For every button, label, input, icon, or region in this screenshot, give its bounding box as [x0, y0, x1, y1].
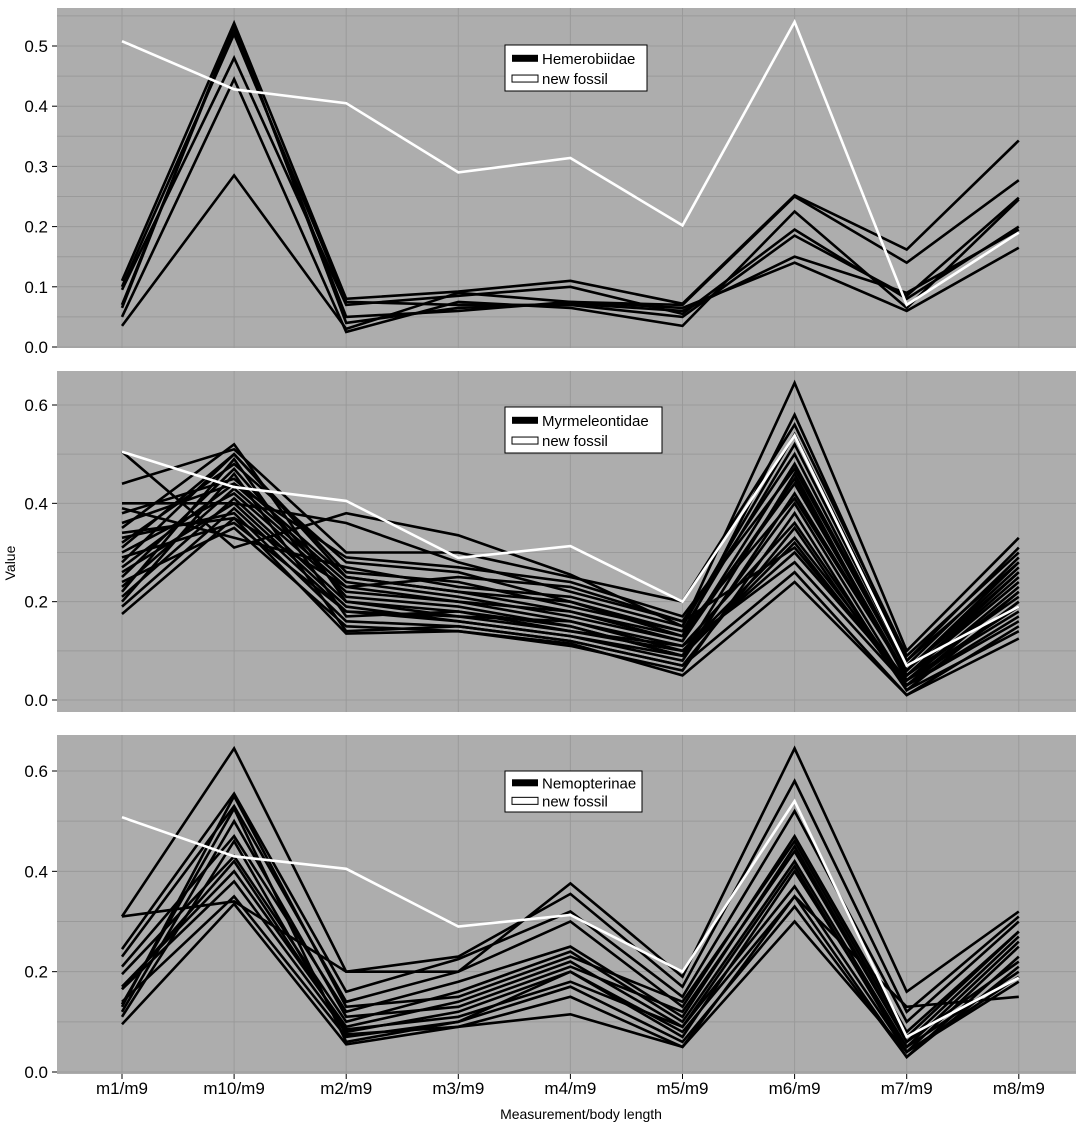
y-tick-label: 0.0	[24, 1063, 48, 1082]
series-line	[121, 452, 1020, 678]
panel-2: 0.0 0.2 0.4 0.6 Myrmeleontidae new fossil	[24, 371, 1076, 712]
series-line	[120, 19, 1020, 306]
panel-1: 0.0 0.1 0.2 0.3 0.4 0.5 Hemerobiidae new fossil	[24, 8, 1076, 357]
series-line	[121, 516, 1020, 697]
series-line	[121, 854, 1020, 1049]
y-tick-label: 0.2	[24, 218, 48, 237]
y-tick-label: 0.0	[24, 338, 48, 357]
y-axis-title: Value	[2, 545, 18, 580]
series-line	[121, 516, 1020, 683]
x-axis-title: Measurement/body length	[500, 1106, 662, 1122]
legend-swatch-fossil	[511, 796, 539, 805]
series-line	[121, 859, 1020, 1054]
legend-swatch-group	[512, 54, 538, 62]
series-line	[120, 803, 1020, 1034]
legend-label-fossil: new fossil	[542, 71, 608, 88]
legend-box	[504, 44, 648, 92]
x-tick-label: m7/m9	[881, 1079, 933, 1098]
series-line	[121, 466, 1020, 673]
legend-label-fossil: new fossil	[542, 433, 608, 450]
legend-label-group: Myrmeleontidae	[542, 413, 649, 430]
series-line	[120, 745, 1020, 994]
y-tick-label: 0.4	[24, 494, 48, 513]
legend-box	[504, 770, 643, 813]
series-line	[121, 481, 1020, 678]
series-line	[120, 805, 1020, 1049]
y-tick-label: 0.2	[24, 593, 48, 612]
x-tick-label: m1/m9	[96, 1079, 148, 1098]
legend-label-fossil: new fossil	[542, 793, 608, 810]
y-tick-label: 0.4	[24, 97, 48, 116]
legend-swatch-group	[512, 779, 538, 787]
x-tick-label: m10/m9	[203, 1079, 264, 1098]
series-line	[121, 496, 1020, 688]
y-tick-label: 0.3	[24, 157, 48, 176]
legend: Hemerobiidae new fossil	[504, 44, 648, 92]
y-tick-label: 0.1	[24, 278, 48, 297]
legend-swatch-fossil	[511, 74, 539, 83]
fossil-line	[121, 798, 1020, 1039]
series-line	[120, 30, 1020, 319]
x-tick-label: m5/m9	[657, 1079, 709, 1098]
x-tick-label: m8/m9	[993, 1079, 1045, 1098]
legend-swatch-group	[512, 416, 538, 424]
x-tick-label: m6/m9	[769, 1079, 821, 1098]
series-line	[121, 431, 1020, 663]
series-line	[121, 894, 1019, 1049]
series-line	[121, 471, 1020, 697]
x-tick-label: m2/m9	[320, 1079, 372, 1098]
legend-label-group: Hemerobiidae	[542, 51, 635, 68]
series-line	[120, 838, 1020, 1054]
y-tick-label: 0.4	[24, 862, 48, 881]
fossil-line	[121, 432, 1020, 668]
legend: Myrmeleontidae new fossil	[504, 406, 663, 454]
legend-box	[504, 406, 663, 454]
legend-label-group: Nemopterinae	[542, 775, 636, 792]
y-tick-label: 0.6	[24, 762, 48, 781]
legend-swatch-fossil	[511, 436, 539, 445]
y-tick-label: 0.6	[24, 396, 48, 415]
y-tick-label: 0.0	[24, 691, 48, 710]
y-tick-label: 0.5	[24, 37, 48, 56]
x-tick-label: m3/m9	[432, 1079, 484, 1098]
y-tick-label: 0.2	[24, 963, 48, 982]
x-tick-label: m4/m9	[544, 1079, 596, 1098]
fossil-line	[121, 18, 1020, 307]
